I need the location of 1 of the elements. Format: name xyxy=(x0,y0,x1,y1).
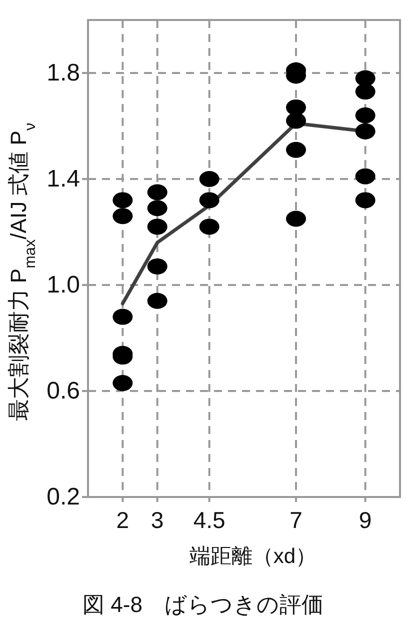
caption: 図 4-8 ばらつきの評価 xyxy=(82,592,324,617)
